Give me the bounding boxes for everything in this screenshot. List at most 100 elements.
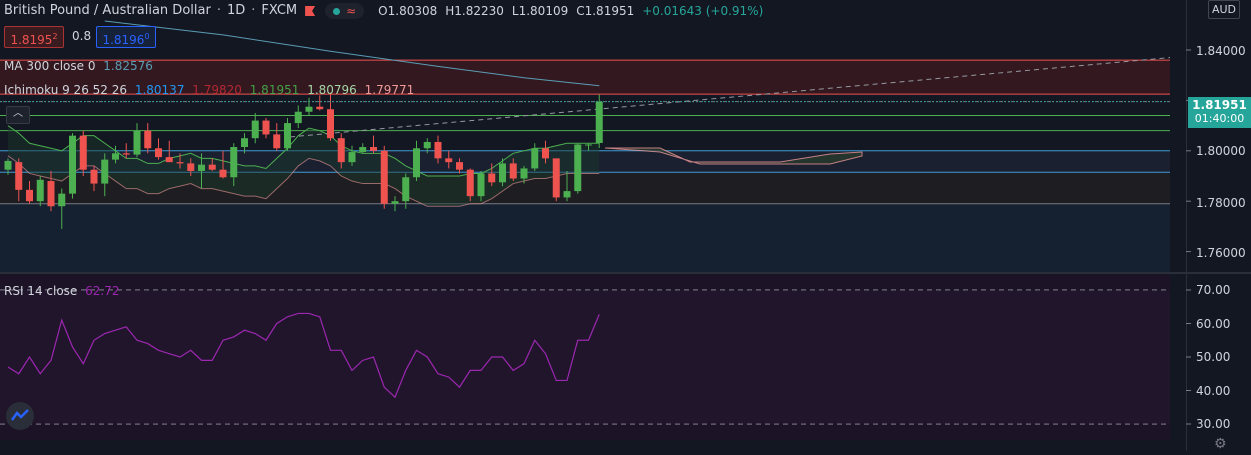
separator: ·	[216, 3, 221, 18]
sell-price: 1.8195	[10, 33, 53, 47]
resistance-zone	[0, 60, 1170, 95]
candle-body	[391, 201, 399, 204]
candle-body	[445, 158, 453, 163]
candle-body	[402, 177, 410, 202]
ichimoku-span-a-line	[7, 125, 600, 177]
wave-icon: ≈	[346, 4, 357, 18]
ma-label: MA 300 close 0	[4, 59, 96, 73]
candle-body	[144, 130, 152, 149]
candle-body	[262, 120, 270, 135]
candle-body	[380, 150, 388, 204]
rsi-line	[7, 312, 600, 399]
rsi-axis-label: 40.00	[1196, 384, 1231, 398]
sell-price-sup: 2	[52, 32, 58, 41]
price-axis-border	[1186, 0, 1187, 451]
current-price-label: 1.81951 01:40:00	[1188, 97, 1251, 128]
candle-body	[241, 138, 248, 148]
ichimoku-legend[interactable]: Ichimoku 9 26 52 26 1.80137 1.79820 1.81…	[4, 82, 414, 98]
symbol-title[interactable]: British Pound / Australian Dollar	[4, 3, 211, 18]
zone	[0, 172, 1170, 204]
candle-body	[423, 141, 431, 149]
buy-button[interactable]: 1.81960	[96, 26, 156, 48]
rsi-axis-label: 60.00	[1196, 317, 1231, 331]
support-zone	[0, 203, 1170, 272]
price-axis-label: 1.80000	[1196, 144, 1246, 158]
candle-body	[101, 159, 109, 184]
candle-body	[176, 162, 184, 164]
candle-body	[542, 148, 549, 159]
candle-body	[208, 164, 216, 170]
gear-icon[interactable]: ⚙	[1214, 436, 1227, 452]
candle-body	[509, 163, 517, 179]
candle-body	[198, 164, 205, 171]
candle-body	[26, 189, 33, 202]
ma-legend[interactable]: MA 300 close 0 1.82576	[4, 58, 153, 74]
ichimoku-span-b: 1.79771	[364, 83, 415, 97]
candle-body	[122, 153, 130, 155]
candle-body	[294, 111, 302, 124]
rsi-band	[0, 290, 1170, 424]
candle-body	[273, 134, 281, 149]
candle-body	[466, 169, 474, 197]
ohlc-change: +0.01643 (+0.91%)	[642, 4, 764, 18]
rsi-label: RSI 14 close	[4, 284, 78, 298]
symbol-header[interactable]: British Pound / Australian Dollar · 1D ·…	[4, 2, 771, 20]
candle-body	[316, 106, 324, 110]
ohlc-open: O1.80308	[378, 4, 438, 18]
rsi-value: 62.72	[85, 284, 120, 298]
candle-body	[284, 123, 291, 149]
currency-button[interactable]: AUD	[1208, 0, 1240, 19]
interval-label[interactable]: 1D	[226, 3, 246, 18]
dot-icon	[333, 7, 341, 15]
buy-price-sup: 0	[144, 32, 150, 41]
chevron-up-icon[interactable]: ︿	[6, 106, 30, 124]
candle-body	[155, 148, 162, 158]
current-price: 1.81951	[1192, 98, 1247, 112]
candle-body	[4, 160, 12, 170]
ichimoku-label: Ichimoku 9 26 52 26	[4, 83, 127, 97]
candle-body	[327, 109, 334, 139]
sell-button[interactable]: 1.81952	[4, 26, 64, 48]
rsi-axis-label: 30.00	[1196, 417, 1231, 431]
market-status[interactable]: ≈	[325, 3, 365, 19]
candle-body	[79, 135, 87, 170]
ichimoku-conversion: 1.80137	[134, 83, 185, 97]
ichimoku-span-a: 1.80796	[307, 83, 357, 97]
buy-price: 1.8196	[102, 33, 145, 47]
candle-body	[230, 147, 238, 178]
candle-body	[58, 193, 66, 207]
price-axis-label: 1.76000	[1196, 246, 1246, 260]
ichimoku-forward-cloud	[604, 147, 863, 165]
candle-body	[574, 144, 582, 192]
candle-body	[36, 179, 44, 202]
ohlc-close: C1.81951	[576, 4, 635, 18]
rsi-legend[interactable]: RSI 14 close 62.72	[4, 283, 120, 299]
candle-body	[337, 138, 345, 163]
candle-body	[47, 181, 55, 207]
candle-body	[456, 162, 463, 170]
bar-countdown: 01:40:00	[1194, 112, 1245, 125]
candle-body	[69, 135, 76, 194]
trend-line	[289, 57, 1171, 138]
candle-body	[499, 163, 506, 183]
tradingview-logo-icon[interactable]	[6, 402, 34, 430]
candle-body	[563, 191, 571, 198]
price-axis-label: 1.78000	[1196, 196, 1246, 210]
ma-value: 1.82576	[103, 59, 153, 73]
candle-body	[520, 168, 528, 179]
exchange-label: FXCM	[261, 3, 298, 18]
flag-icon[interactable]	[305, 6, 316, 16]
ichimoku-cloud	[8, 125, 600, 207]
ohlc-high: H1.82230	[445, 4, 504, 18]
rsi-axis-label: 50.00	[1196, 350, 1231, 364]
candle-body	[370, 147, 377, 151]
candle-body	[531, 148, 539, 169]
candle-body	[133, 130, 141, 155]
zone	[0, 150, 1170, 173]
pane-divider	[0, 272, 1251, 274]
ma300-line	[104, 20, 600, 87]
rsi-pane-bg	[0, 274, 1170, 440]
candle-body	[90, 169, 98, 184]
